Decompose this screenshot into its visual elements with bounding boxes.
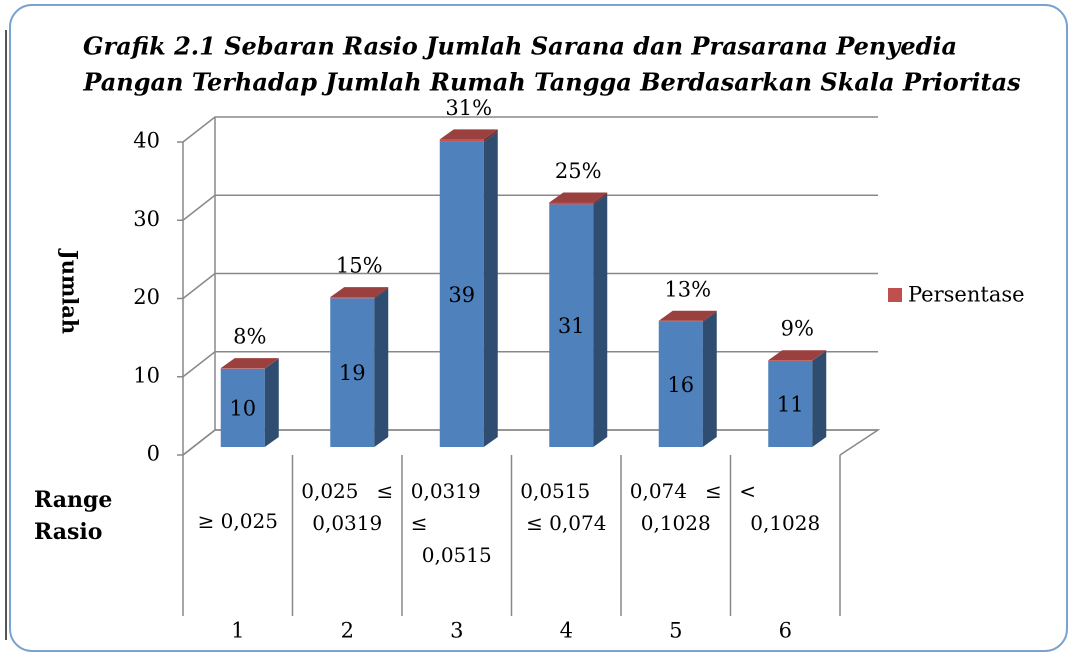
- bar-segment-side: [374, 287, 389, 299]
- bar: [658, 321, 703, 447]
- bar-segment: [220, 368, 265, 369]
- range-label: 0,0319 ≤ 0,0515: [410, 479, 492, 567]
- bar-segment-side: [483, 129, 498, 142]
- range-label: ≥ 0,025: [197, 509, 278, 533]
- grid-line: [182, 116, 878, 143]
- data-label: 39: [448, 283, 475, 307]
- y-tick-label: 20: [133, 285, 160, 309]
- bar-segment-side: [264, 358, 279, 369]
- bar-side: [702, 311, 717, 447]
- bar-segment-top: [220, 358, 279, 369]
- data-label: 8%: [233, 325, 266, 349]
- y-tick-label: 10: [133, 363, 160, 387]
- x-tick-label: 5: [669, 619, 682, 643]
- bar-side: [264, 358, 279, 447]
- y-tick-label: 0: [147, 442, 160, 466]
- data-label: 11: [777, 392, 804, 416]
- frame: [9, 4, 1068, 652]
- x-tick-label: 2: [341, 619, 354, 643]
- bar-segment-side: [593, 192, 608, 205]
- bar-segment-side: [702, 310, 717, 322]
- bar-segment: [330, 297, 375, 299]
- range-label: < 0,1028: [739, 479, 821, 535]
- x-group-label: Range Rasio: [34, 487, 113, 545]
- data-label: 19: [339, 361, 366, 385]
- data-label: 13%: [664, 277, 711, 301]
- bar-segment-top: [439, 129, 498, 140]
- bar: [439, 141, 484, 447]
- data-label: 31: [558, 314, 585, 338]
- bar: [768, 360, 813, 447]
- bar-segment: [549, 202, 594, 205]
- chart-title: Grafik 2.1 Sebaran Rasio Jumlah Sarana d…: [83, 32, 957, 61]
- bar: [220, 368, 265, 447]
- bar-segment-top: [549, 192, 608, 203]
- y-axis-label: Jumlah: [58, 248, 83, 334]
- bar-side: [593, 194, 608, 447]
- bar-segment: [658, 320, 703, 322]
- bar-side: [374, 288, 389, 447]
- bar-segment-top: [658, 310, 717, 321]
- bar-segment-top: [768, 350, 827, 361]
- bar-segment: [768, 360, 813, 361]
- data-label: 16: [667, 373, 694, 397]
- x-tick-label: 6: [779, 619, 792, 643]
- range-label: 0,0515 ≤ 0,074: [520, 479, 607, 535]
- y-tick-label: 40: [133, 129, 160, 153]
- bar-segment: [439, 139, 484, 142]
- grid-line: [182, 194, 878, 221]
- bar-segment-top: [330, 287, 389, 298]
- x-tick-label: 1: [231, 619, 244, 643]
- grid-line: [182, 272, 878, 300]
- data-label: 9%: [781, 317, 814, 341]
- data-label: 15%: [336, 254, 383, 278]
- x-tick-label: 3: [450, 619, 463, 643]
- bar-segment-side: [812, 350, 827, 361]
- data-label: 31%: [445, 96, 492, 120]
- range-label: 0,074 ≤ 0,1028: [629, 479, 722, 535]
- bar: [330, 298, 375, 447]
- legend-swatch: [888, 288, 902, 302]
- bar-side: [812, 350, 827, 447]
- bar-side: [483, 131, 498, 447]
- x-tick-label: 4: [560, 619, 573, 643]
- chart-title: Pangan Terhadap Jumlah Rumah Tangga Berd…: [82, 68, 1021, 97]
- bar: [549, 204, 594, 447]
- y-tick-label: 30: [133, 207, 160, 231]
- grid-line: [182, 429, 878, 456]
- data-label: 25%: [555, 159, 602, 183]
- grid-line: [182, 351, 878, 378]
- legend-label: Persentase: [908, 283, 1025, 307]
- range-label: 0,025 ≤ 0,0319: [301, 479, 394, 535]
- data-label: 10: [229, 396, 256, 420]
